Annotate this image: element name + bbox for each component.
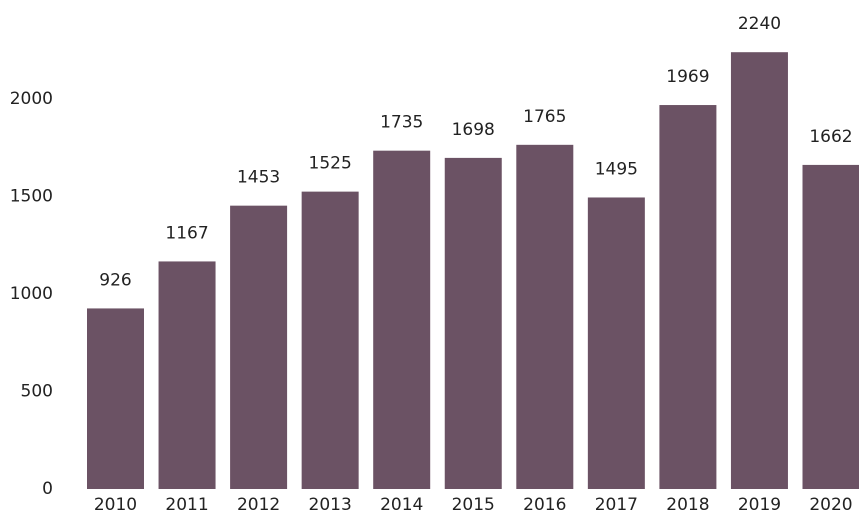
data-label: 926	[99, 270, 131, 290]
bar	[444, 157, 502, 489]
x-tick-label: 2018	[666, 495, 709, 513]
bar	[516, 144, 574, 489]
bar	[373, 150, 431, 490]
y-tick-label: 500	[21, 382, 53, 402]
data-label: 1969	[666, 67, 709, 87]
x-tick-label: 2015	[452, 495, 495, 513]
bar	[87, 308, 144, 489]
x-tick-label: 2012	[237, 495, 280, 513]
y-tick-label: 0	[42, 479, 53, 499]
bar	[230, 205, 288, 490]
x-tick-label: 2010	[94, 495, 137, 513]
x-tick-label: 2020	[809, 495, 852, 513]
y-tick-label: 1000	[10, 284, 53, 304]
data-label: 1453	[237, 168, 280, 188]
data-label: 2240	[738, 14, 781, 34]
bar	[659, 105, 717, 490]
bar	[730, 52, 788, 489]
data-label: 1698	[452, 120, 495, 140]
bar	[301, 191, 359, 489]
x-tick-label: 2017	[595, 495, 638, 513]
x-tick-label: 2011	[165, 495, 208, 513]
bar	[587, 197, 645, 489]
x-tick-label: 2019	[738, 495, 781, 513]
x-tick-label: 2013	[309, 495, 352, 513]
data-label: 1662	[809, 127, 852, 147]
x-tick-label: 2016	[523, 495, 566, 513]
data-label: 1167	[165, 223, 208, 243]
y-tick-label: 1500	[10, 187, 53, 207]
y-tick-label: 2000	[10, 89, 53, 109]
data-label: 1765	[523, 107, 566, 127]
data-label: 1495	[595, 159, 638, 179]
bar	[802, 164, 859, 489]
bar	[158, 261, 216, 489]
data-label: 1735	[380, 113, 423, 133]
x-tick-label: 2014	[380, 495, 423, 513]
data-label: 1525	[309, 154, 352, 174]
